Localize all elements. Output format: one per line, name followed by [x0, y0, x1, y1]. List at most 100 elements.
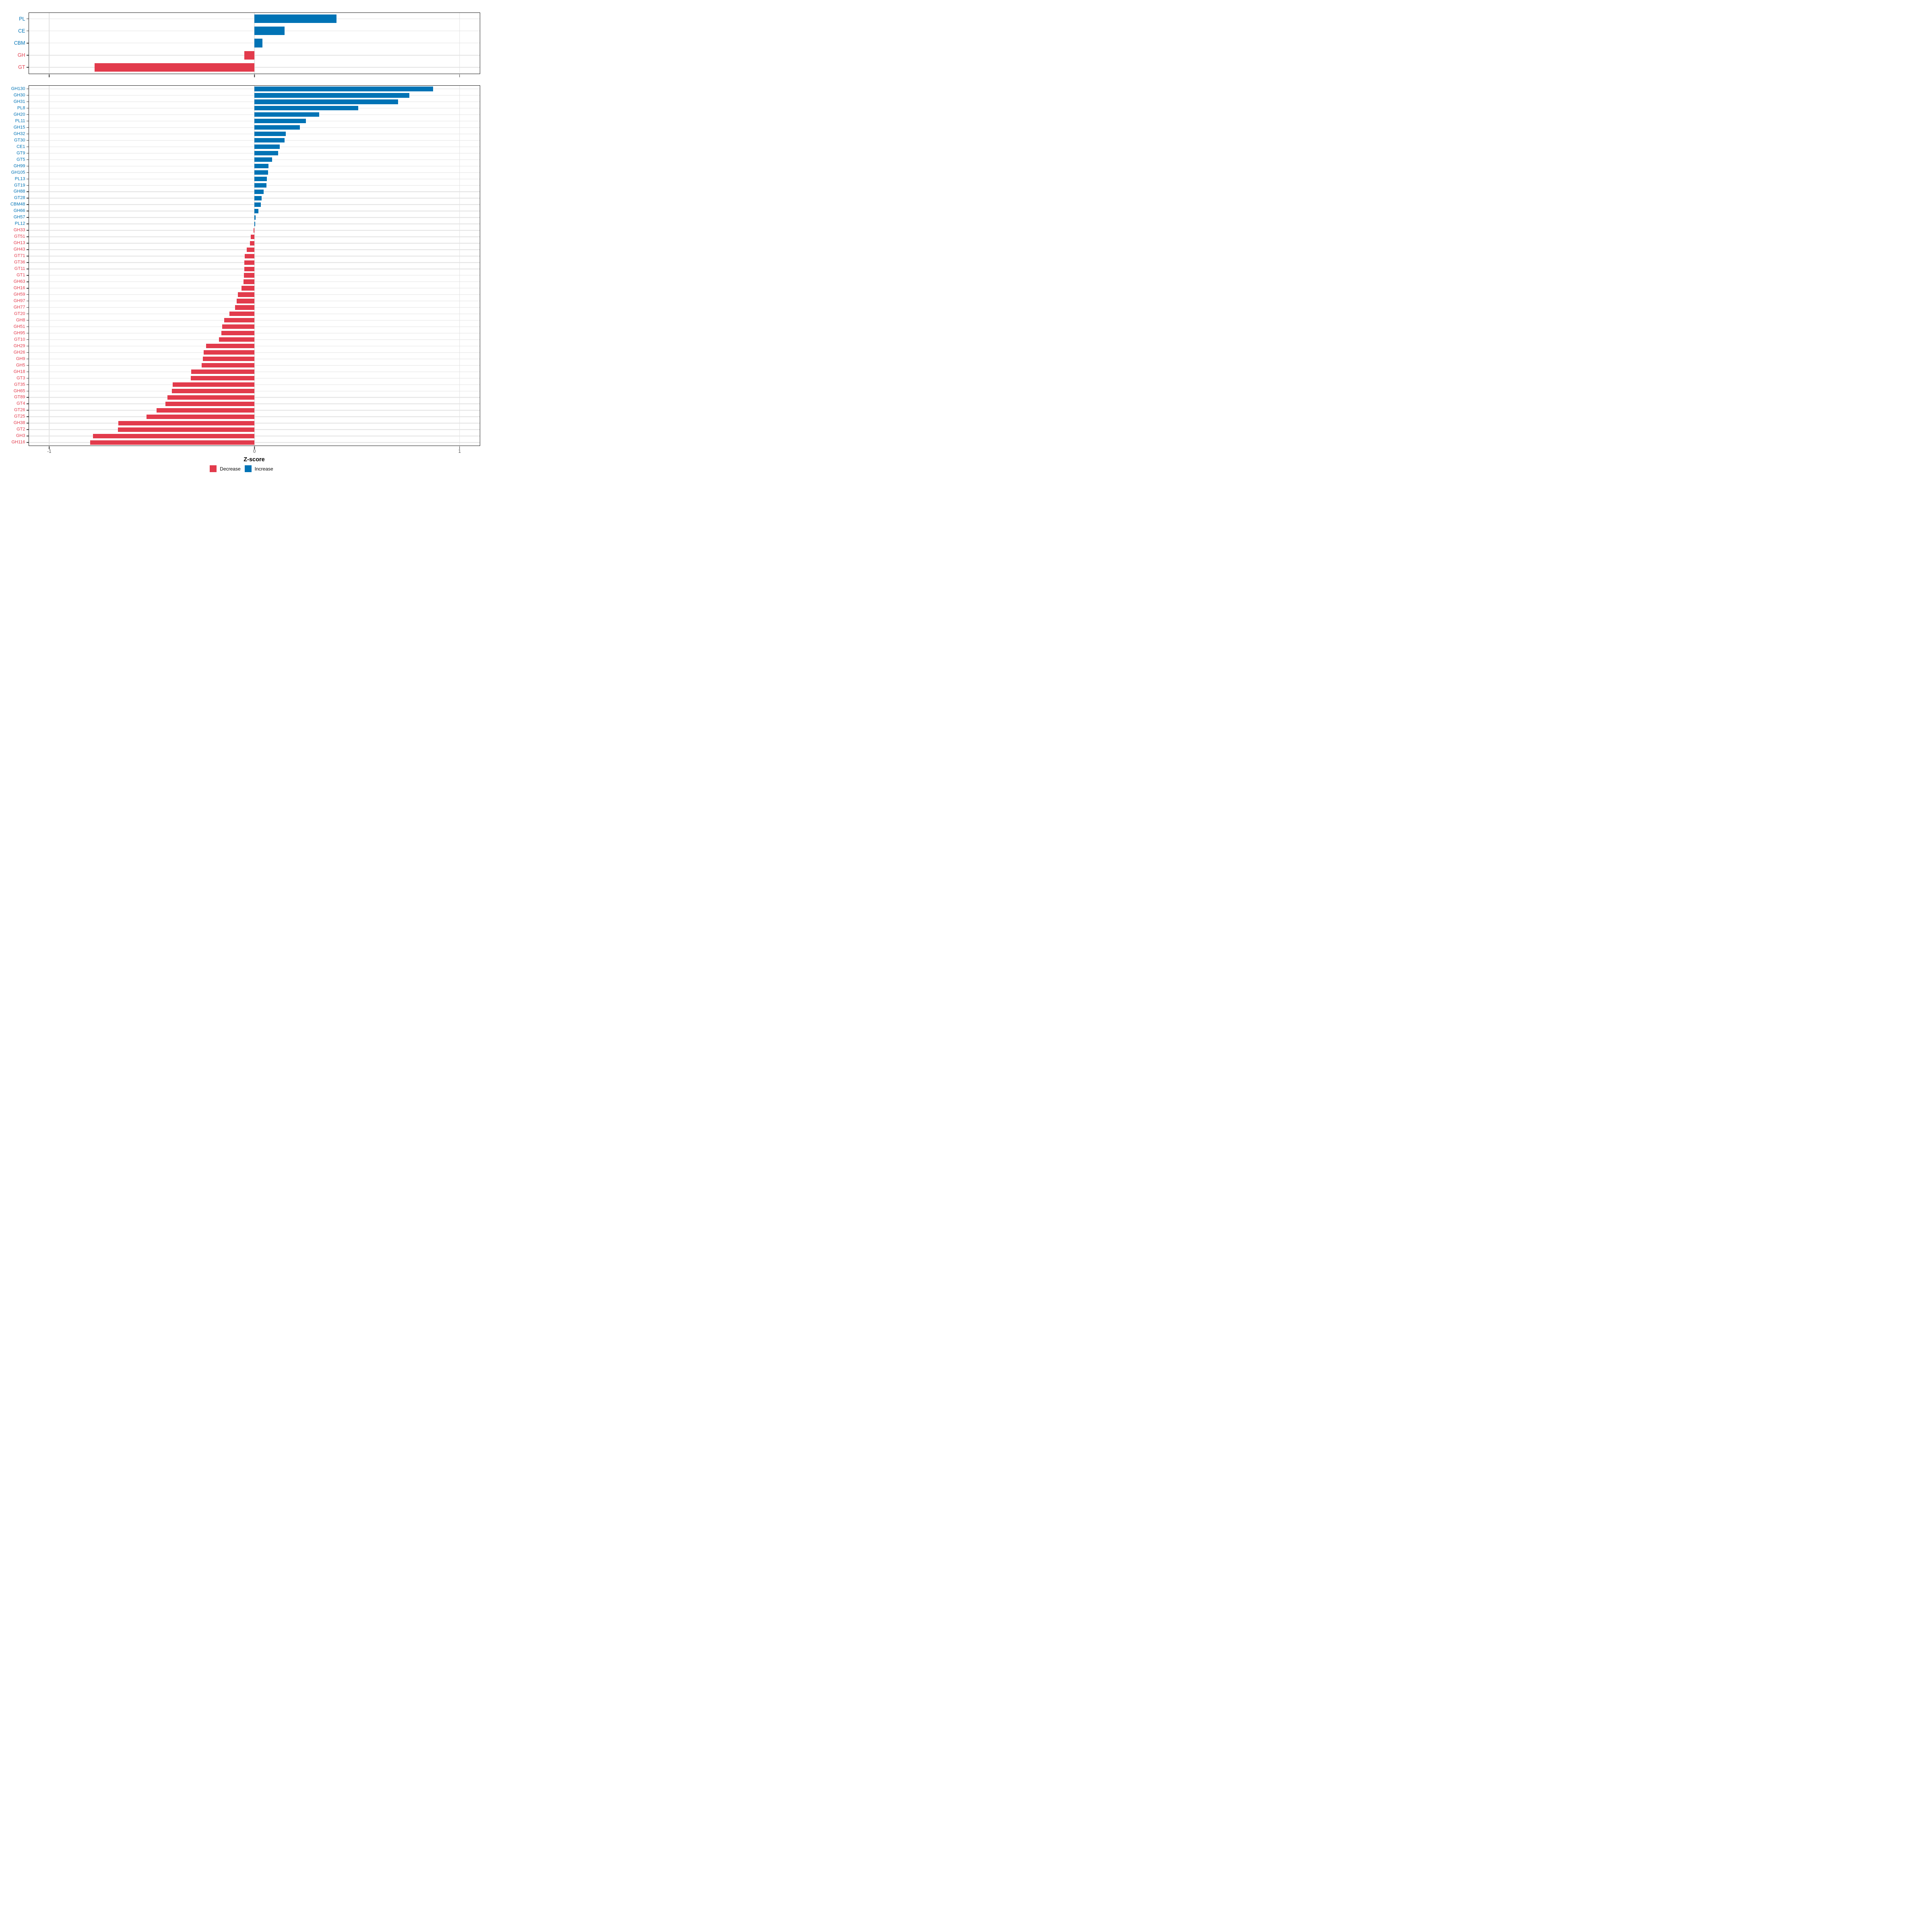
category-label: GH20: [13, 112, 25, 117]
bar-row: GT30: [14, 137, 480, 144]
bar: [244, 51, 255, 60]
y-tick: [26, 204, 29, 205]
y-tick: [26, 108, 29, 109]
y-tick: [26, 140, 29, 141]
bar-row: GH16: [14, 285, 480, 291]
category-label: GT20: [14, 311, 25, 316]
bar-row: GT89: [14, 394, 480, 401]
bar-row: CBM48: [10, 201, 480, 208]
y-tick: [26, 403, 29, 405]
bar-row: PL13: [15, 176, 480, 182]
category-label: GH66: [13, 208, 25, 213]
category-label: GT11: [14, 266, 25, 271]
category-label: GH88: [13, 189, 25, 194]
horizontal-gridline: [29, 127, 480, 128]
category-label: GH18: [13, 369, 25, 374]
y-tick: [26, 95, 29, 96]
bar-row: CBM: [14, 37, 480, 49]
x-tick-label: 0: [253, 449, 256, 454]
bar: [254, 215, 256, 220]
category-label: GT5: [17, 157, 25, 162]
bar: [246, 247, 255, 252]
bar-row: CE: [18, 25, 480, 37]
category-label: PL: [19, 16, 25, 22]
y-tick: [26, 429, 29, 430]
x-axis-title: Z-score: [244, 456, 265, 463]
bar-row: PL12: [15, 221, 480, 227]
y-tick: [26, 320, 29, 321]
y-tick: [26, 268, 29, 269]
bar-row: GT71: [14, 253, 480, 259]
bar: [173, 382, 255, 387]
bar: [206, 344, 255, 349]
y-tick: [26, 288, 29, 289]
y-tick: [26, 390, 29, 392]
category-label: GH65: [13, 388, 25, 394]
enzyme-family-panel: GH130 GH30 GH31 PL8 GH20 PL11 GH15 GH32 GT30 CE1 G…: [10, 85, 480, 454]
bar-row: GH43: [14, 246, 480, 253]
legend-item-increase: Increase: [244, 465, 273, 472]
bar-row: GH33: [14, 227, 480, 233]
y-tick: [26, 410, 29, 411]
enzyme-class-panel: PL CE CBM GH GT: [14, 12, 480, 77]
category-label: PL11: [15, 118, 25, 124]
bar: [254, 208, 258, 213]
y-tick: [26, 281, 29, 282]
category-label: GH57: [13, 215, 25, 220]
category-label: GT51: [14, 234, 25, 239]
category-label: GH29: [13, 343, 25, 349]
category-label: GH130: [11, 86, 25, 91]
bar-row: GT4: [17, 400, 480, 407]
bar-row: GH38: [14, 420, 480, 426]
bar: [242, 286, 255, 291]
x-tick-label: -1: [47, 449, 52, 454]
x-tick: [459, 446, 460, 449]
bar: [244, 254, 255, 258]
bar: [254, 99, 398, 104]
bar-row: GH57: [14, 214, 480, 221]
bar-row: GH77: [14, 304, 480, 311]
bar: [94, 63, 255, 72]
bar-row: GT10: [14, 336, 480, 343]
bar: [254, 119, 306, 124]
category-label: GT2: [17, 427, 25, 432]
bar-row: GH105: [11, 169, 480, 176]
bar-row: GT25: [14, 413, 480, 420]
y-tick: [26, 172, 29, 173]
y-tick: [26, 275, 29, 276]
bar: [254, 183, 266, 188]
category-label: GH15: [13, 125, 25, 130]
category-label: CBM48: [10, 202, 25, 207]
bar: [172, 388, 255, 394]
bar: [157, 408, 255, 413]
category-label: GT: [18, 64, 25, 70]
bar-row: GH65: [14, 388, 480, 394]
y-tick: [26, 294, 29, 295]
y-tick: [26, 365, 29, 366]
bar-row: PL11: [15, 118, 480, 124]
bar: [254, 14, 336, 23]
category-label: GT9: [17, 151, 25, 156]
category-label: GH16: [13, 285, 25, 291]
legend-label-increase: Increase: [254, 466, 273, 472]
bar: [254, 221, 256, 226]
category-label: GH38: [13, 420, 25, 425]
bar-row: GH15: [14, 124, 480, 131]
y-tick: [26, 153, 29, 154]
bar: [254, 138, 285, 143]
category-label: CE1: [17, 144, 25, 149]
category-label: GH5: [16, 363, 25, 368]
bar: [229, 312, 255, 316]
y-tick: [26, 384, 29, 385]
category-label: GT1: [17, 272, 25, 278]
category-label: CBM: [14, 40, 25, 46]
bar: [90, 440, 255, 445]
category-label: GH59: [13, 292, 25, 297]
bar: [254, 157, 272, 162]
y-tick: [26, 262, 29, 263]
category-label: GH63: [13, 279, 25, 284]
legend-label-decrease: Decrease: [220, 466, 241, 472]
bar: [254, 176, 267, 182]
bar-row: GH31: [14, 99, 480, 105]
category-label: GT4: [17, 401, 25, 406]
